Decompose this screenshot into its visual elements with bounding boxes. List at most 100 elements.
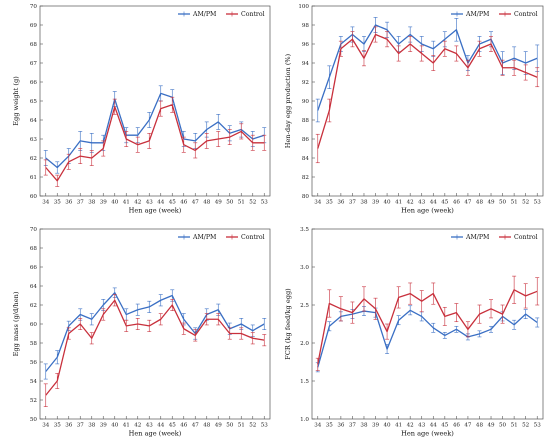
x-tick-label: 40 [384, 423, 392, 429]
y-tick-label: 60 [30, 322, 38, 328]
x-tick-label: 49 [215, 200, 223, 206]
y-tick-label: 3.0 [300, 265, 309, 271]
x-axis-label: Hen age (week) [129, 207, 182, 215]
series-am-pm [43, 85, 267, 174]
x-tick-label: 36 [65, 423, 73, 429]
x-tick-label: 50 [499, 423, 507, 429]
x-tick-label: 34 [314, 423, 322, 429]
y-tick-label: 67 [30, 61, 38, 67]
series-line [317, 309, 538, 368]
y-tick-label: 63 [30, 137, 38, 143]
x-tick-label: 47 [192, 200, 200, 206]
x-tick-label: 40 [111, 200, 119, 206]
legend-entry: AM/PM [192, 234, 217, 241]
y-tick-label: 92 [302, 80, 310, 86]
chart-hen-day-egg-production: 80 82 84 86 88 90 92 94 96 98 100 34 35 36 37 38 39 40 41 4… [284, 4, 544, 215]
x-tick-label: 39 [100, 200, 108, 206]
y-tick-label: 68 [30, 42, 38, 48]
y-tick-label: 94 [302, 61, 310, 67]
x-tick-label: 35 [54, 423, 62, 429]
y-tick-label: 68 [30, 246, 38, 252]
x-tick-label: 40 [384, 200, 392, 206]
x-tick-label: 48 [476, 200, 484, 206]
x-tick-label: 41 [395, 200, 402, 206]
x-tick-label: 35 [54, 200, 62, 206]
x-tick-label: 34 [42, 423, 50, 429]
y-tick-label: 70 [30, 4, 38, 10]
x-tick-label: 52 [522, 200, 530, 206]
plot-frame [311, 5, 544, 197]
x-tick-label: 46 [180, 200, 188, 206]
y-tick-label: 52 [30, 398, 38, 404]
plot-frame [39, 228, 271, 420]
x-tick-label: 45 [169, 423, 177, 429]
x-tick-label: 43 [418, 423, 426, 429]
x-tick-label: 50 [226, 200, 234, 206]
y-axis-label: Egg weight (g) [12, 76, 20, 126]
x-tick-label: 37 [349, 200, 357, 206]
y-tick-label: 90 [302, 99, 310, 105]
legend-entry: AM/PM [192, 11, 217, 18]
series-am-pm [315, 305, 540, 373]
y-tick-label: 70 [30, 227, 38, 233]
x-tick-label: 53 [534, 200, 542, 206]
plot-frame [311, 228, 544, 420]
y-tick-label: 98 [302, 23, 310, 29]
x-tick-label: 35 [326, 200, 334, 206]
x-tick-label: 52 [249, 200, 257, 206]
y-axis-label: FCR (kg feed/kg egg) [284, 288, 292, 360]
series-control [43, 294, 267, 407]
x-tick-label: 37 [349, 423, 357, 429]
x-tick-label: 42 [407, 423, 415, 429]
legend-entry: Control [514, 234, 538, 241]
y-tick-label: 64 [30, 284, 38, 290]
y-tick-label: 80 [302, 194, 310, 200]
x-axis-label: Hen age (week) [401, 430, 454, 438]
x-tick-label: 50 [499, 200, 507, 206]
series-line [317, 24, 538, 111]
x-tick-label: 44 [430, 423, 438, 429]
x-tick-label: 44 [157, 423, 165, 429]
y-tick-label: 62 [30, 156, 38, 162]
x-tick-label: 52 [249, 423, 257, 429]
x-tick-label: 41 [123, 200, 130, 206]
x-tick-label: 38 [360, 423, 368, 429]
series-control [315, 26, 540, 164]
x-tick-label: 51 [238, 423, 245, 429]
legend: AM/PM Control [451, 234, 538, 241]
x-tick-label: 53 [534, 423, 542, 429]
x-tick-label: 45 [441, 200, 449, 206]
x-tick-label: 38 [88, 200, 96, 206]
x-tick-label: 38 [360, 200, 368, 206]
y-tick-label: 58 [30, 341, 38, 347]
x-tick-label: 37 [77, 423, 85, 429]
x-tick-label: 49 [487, 423, 495, 429]
x-tick-label: 47 [192, 423, 200, 429]
y-tick-label: 2.5 [300, 303, 309, 309]
y-tick-label: 54 [30, 379, 38, 385]
x-tick-label: 47 [464, 200, 472, 206]
series-control [43, 96, 267, 187]
chart-fcr: 1.0 1.5 2.0 2.5 3.0 3.5 34 35 36 37 38 39 40 41 42 43 44… [284, 227, 544, 438]
x-tick-label: 36 [65, 200, 73, 206]
x-tick-label: 42 [134, 200, 142, 206]
y-tick-label: 88 [302, 118, 310, 124]
legend: AM/PM Control [451, 11, 538, 18]
y-tick-label: 84 [302, 156, 310, 162]
x-tick-label: 46 [453, 200, 461, 206]
x-tick-label: 44 [157, 200, 165, 206]
x-tick-label: 45 [441, 423, 449, 429]
x-tick-label: 43 [418, 200, 426, 206]
x-tick-label: 47 [464, 423, 472, 429]
x-tick-label: 35 [326, 423, 334, 429]
x-tick-label: 34 [42, 200, 50, 206]
x-tick-label: 37 [77, 200, 85, 206]
y-tick-label: 82 [302, 175, 310, 181]
legend-entry: AM/PM [465, 234, 490, 241]
y-tick-label: 64 [30, 118, 38, 124]
x-tick-label: 51 [511, 200, 518, 206]
y-tick-label: 2.0 [300, 341, 309, 347]
y-tick-label: 50 [30, 417, 38, 423]
x-tick-label: 49 [487, 200, 495, 206]
